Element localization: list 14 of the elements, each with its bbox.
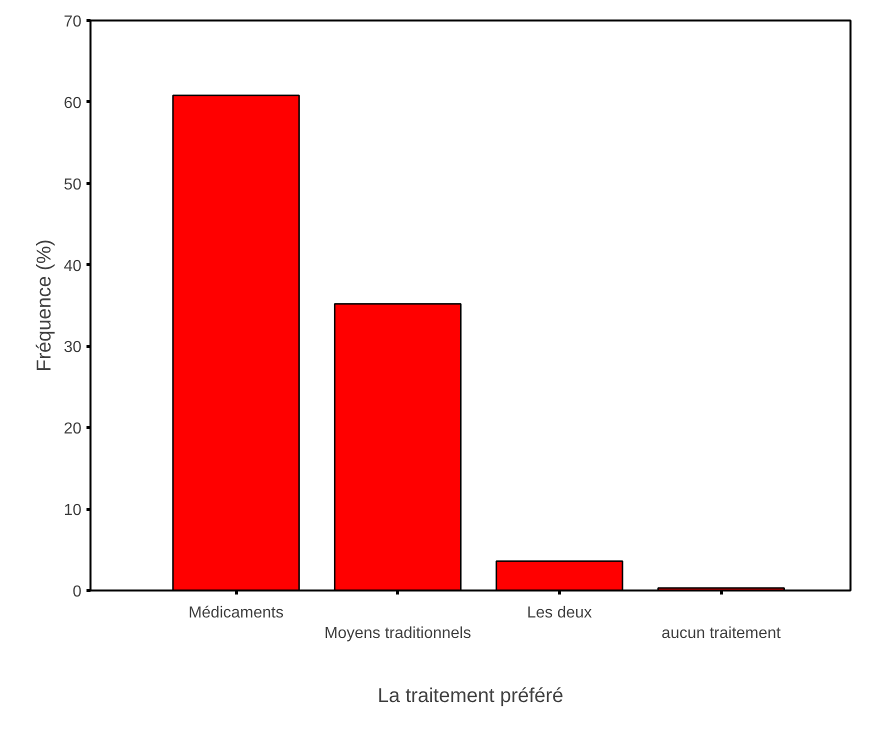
y-tick-label: 30 [64,339,82,356]
x-tick-label: aucun traitement [662,624,782,642]
x-axis-title: La traitement préféré [378,684,564,707]
y-tick-label: 40 [64,258,82,275]
x-tick-label: Médicaments [188,604,284,622]
y-tick-label: 10 [64,502,82,520]
x-tick-label: Moyens traditionnels [324,624,472,642]
y-tick-label: 60 [64,94,82,112]
y-axis-title: Fréquence (%) [34,239,56,372]
y-tick-label: 0 [72,584,82,600]
y-tick-label: 70 [64,14,82,30]
x-tick-label: Les deux [526,604,592,622]
y-tick-label: 20 [64,420,82,438]
y-tick-label: 50 [64,176,82,194]
